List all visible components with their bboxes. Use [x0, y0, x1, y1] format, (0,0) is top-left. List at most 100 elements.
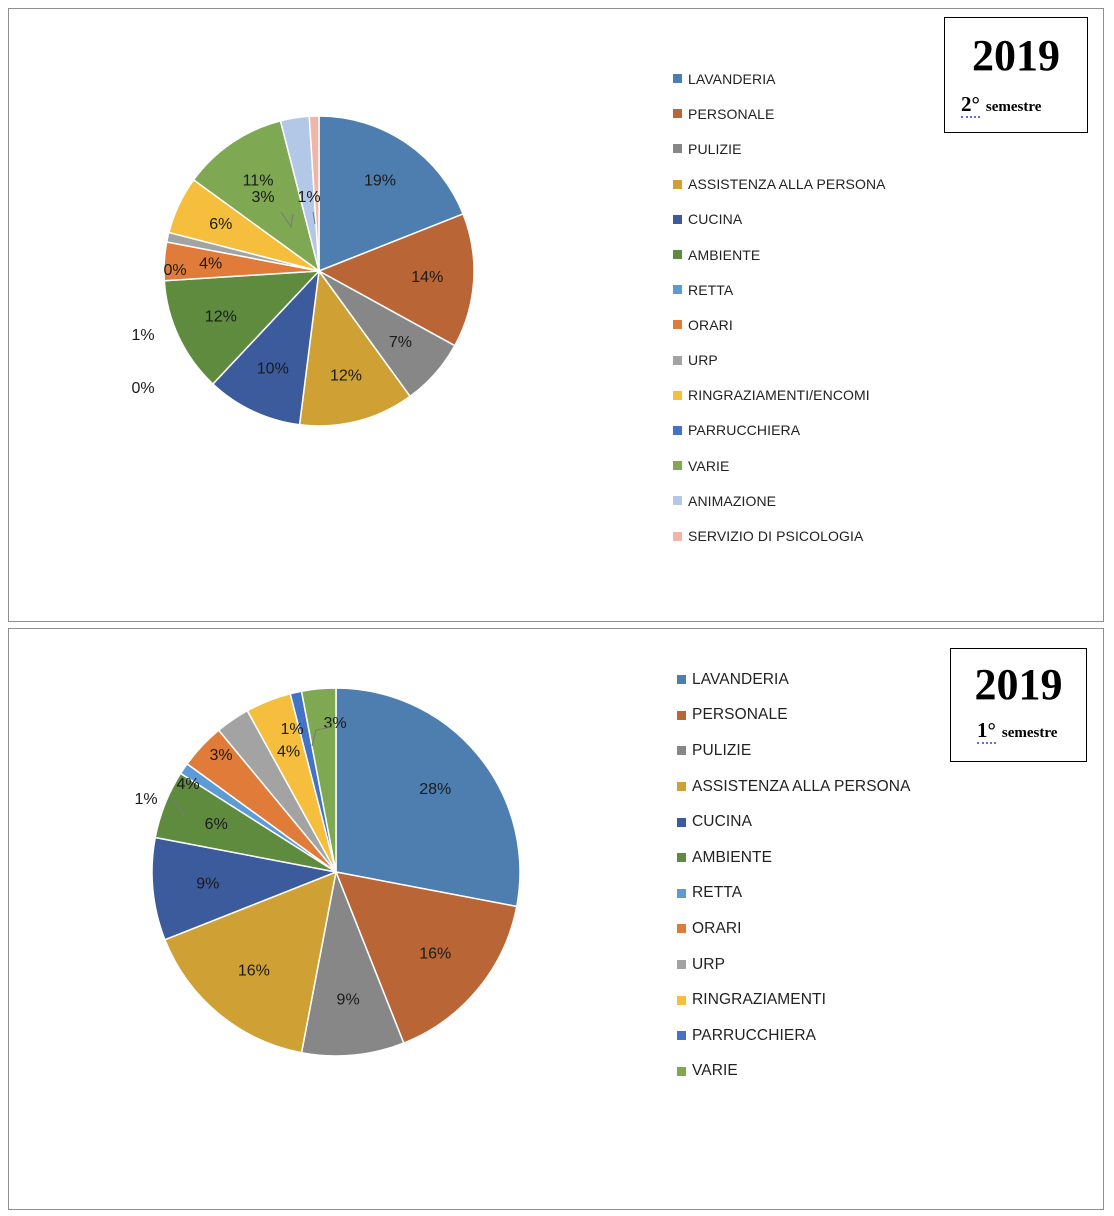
legend-item-assistenza-alla-persona: ASSISTENZA ALLA PERSONA	[673, 167, 886, 202]
data-label-lavanderia: 19%	[364, 172, 396, 189]
data-label-parrucchiera: 1%	[280, 721, 303, 738]
legend-swatch	[673, 179, 682, 189]
data-label-lavanderia: 28%	[419, 781, 451, 798]
legend-swatch	[677, 782, 686, 792]
data-label-urp: 1%	[131, 327, 154, 344]
leader-line-retta	[173, 799, 185, 817]
legend-item-assistenza-alla-persona: ASSISTENZA ALLA PERSONA	[677, 769, 911, 805]
legend-item-urp: URP	[673, 343, 886, 378]
legend-swatch	[677, 817, 686, 827]
legend-label: RETTA	[692, 884, 743, 902]
legend-item-cucina: CUCINA	[677, 804, 911, 840]
legend-item-ringraziamenti-encomi: RINGRAZIAMENTI/ENCOMI	[673, 378, 886, 413]
legend-item-retta: RETTA	[673, 272, 886, 307]
slice-varie	[192, 119, 321, 273]
slice-cucina	[151, 836, 339, 941]
legend-item-servizio-di-psicologia: SERVIZIO DI PSICOLOGIA	[673, 518, 886, 553]
slice-servizio-di-psicologia	[308, 115, 320, 272]
slice-lavanderia	[318, 115, 465, 273]
data-label-orari: 4%	[199, 255, 222, 272]
data-label-cucina: 9%	[196, 875, 219, 892]
data-label-ringraziamenti: 4%	[277, 743, 300, 760]
slice-assistenza-alla-persona	[163, 870, 337, 1054]
legend-label: VARIE	[688, 457, 730, 474]
legend-item-ringraziamenti: RINGRAZIAMENTI	[677, 982, 911, 1018]
pie-chart-1st-semester: 28% 16% 9% 16% 9% 6% 1% 4% 3% 4% 1% 3%	[134, 687, 521, 1057]
legend-1st-semester: LAVANDERIA PERSONALE PULIZIE ASSISTENZA ALL…	[677, 662, 911, 1089]
legend-item-orari: ORARI	[677, 911, 911, 947]
legend-item-parrucchiera: PARRUCCHIERA	[673, 413, 886, 448]
legend-swatch	[677, 1066, 686, 1076]
legend-swatch	[677, 1031, 686, 1041]
legend-swatch	[677, 746, 686, 756]
legend-swatch	[673, 496, 682, 506]
legend-swatch	[677, 675, 686, 685]
slice-lavanderia	[335, 687, 521, 908]
data-label-pulizie: 9%	[337, 991, 360, 1008]
legend-swatch	[673, 390, 682, 400]
year-label: 2019	[974, 660, 1063, 709]
legend-swatch	[677, 995, 686, 1005]
data-label-orari: 4%	[176, 776, 199, 793]
legend-swatch	[673, 531, 682, 541]
data-label-varie: 3%	[323, 715, 346, 732]
slice-personale	[334, 871, 518, 1045]
legend-label: ORARI	[688, 316, 733, 333]
data-label-retta: 1%	[134, 791, 157, 808]
legend-label: LAVANDERIA	[692, 670, 789, 688]
legend-item-urp: URP	[677, 947, 911, 983]
legend-item-lavanderia: LAVANDERIA	[673, 61, 886, 96]
data-label-retta: 0%	[131, 380, 154, 397]
legend-label: ANIMAZIONE	[688, 492, 777, 509]
chart-panel-2nd-semester: 19% 14% 7% 12% 10% 12% 0% 4% 1% 6% 0% 11% 3% 1% LAVAN…	[8, 8, 1104, 622]
legend-2nd-semester: LAVANDERIA PERSONALE PULIZIE ASSISTENZA ALL…	[673, 61, 886, 554]
legend-label: RETTA	[688, 281, 734, 298]
legend-item-ambiente: AMBIENTE	[677, 840, 911, 876]
legend-item-ambiente: AMBIENTE	[673, 237, 886, 272]
legend-label: LAVANDERIA	[688, 70, 776, 87]
legend-swatch	[673, 109, 682, 119]
legend-swatch	[673, 461, 682, 471]
legend-label: ASSISTENZA ALLA PERSONA	[692, 777, 911, 795]
legend-item-orari: ORARI	[673, 307, 886, 342]
legend-item-lavanderia: LAVANDERIA	[677, 662, 911, 698]
legend-item-varie: VARIE	[673, 448, 886, 483]
legend-swatch	[677, 853, 686, 863]
legend-item-personale: PERSONALE	[673, 96, 886, 131]
data-label-varie: 11%	[243, 172, 274, 189]
semester-word: semestre	[985, 99, 1042, 115]
legend-label: PULIZIE	[692, 741, 752, 759]
legend-label: SERVIZIO DI PSICOLOGIA	[688, 528, 864, 545]
data-label-assistenza-alla-persona: 16%	[238, 962, 270, 979]
slice-personale	[317, 212, 475, 347]
semester-word: semestre	[1001, 725, 1058, 741]
data-label-personale: 16%	[419, 945, 451, 962]
data-label-servizio-di-psicologia: 1%	[297, 189, 320, 206]
legend-swatch	[673, 425, 682, 435]
legend-item-retta: RETTA	[677, 876, 911, 912]
legend-item-cucina: CUCINA	[673, 202, 886, 237]
legend-swatch	[673, 214, 682, 224]
legend-label: PARRUCCHIERA	[688, 422, 801, 439]
legend-swatch	[673, 144, 682, 154]
legend-label: ORARI	[692, 919, 742, 937]
legend-label: RINGRAZIAMENTI	[692, 991, 827, 1009]
chart-panel-1st-semester: 28% 16% 9% 16% 9% 6% 1% 4% 3% 4% 1% 3% LAVANDERIA PE…	[8, 628, 1104, 1210]
legend-label: ASSISTENZA ALLA PERSONA	[688, 176, 886, 193]
legend-swatch	[677, 710, 686, 720]
semester-number: 2°	[961, 92, 980, 118]
data-label-personale: 14%	[411, 269, 443, 286]
legend-label: VARIE	[692, 1062, 738, 1080]
legend-label: RINGRAZIAMENTI/ENCOMI	[688, 387, 870, 404]
legend-label: AMBIENTE	[692, 848, 773, 866]
leader-line-servizio-di-psicologia	[312, 211, 316, 225]
legend-swatch	[677, 960, 686, 970]
leader-line-animazione	[280, 211, 294, 229]
legend-item-parrucchiera: PARRUCCHIERA	[677, 1018, 911, 1054]
legend-label: CUCINA	[688, 211, 743, 228]
slice-cucina	[211, 268, 321, 426]
period-box-1st-semester: 2019 1° semestre	[950, 648, 1087, 762]
legend-item-personale: PERSONALE	[677, 698, 911, 734]
legend-swatch	[673, 320, 682, 330]
legend-label: PERSONALE	[692, 706, 788, 724]
